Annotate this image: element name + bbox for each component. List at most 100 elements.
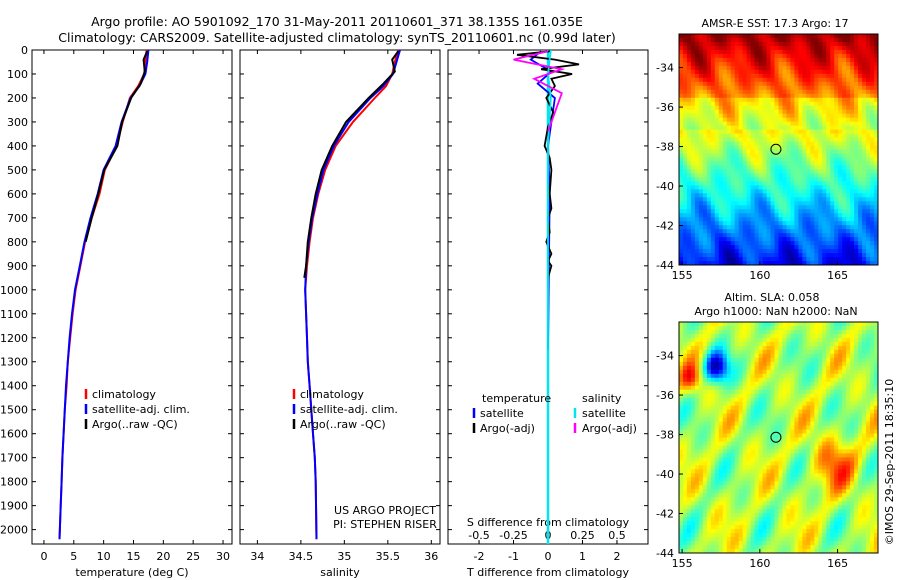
heatmap-cell xyxy=(762,329,768,335)
heatmap-cell xyxy=(782,145,788,151)
heatmap-cell xyxy=(774,533,780,538)
heatmap-cell xyxy=(746,81,752,87)
heatmap-cell xyxy=(746,253,752,258)
heatmap-cell xyxy=(858,34,863,39)
heatmap-cell xyxy=(718,57,724,63)
heatmap-cell xyxy=(790,93,796,99)
heatmap-cell xyxy=(858,45,863,51)
heatmap-cell xyxy=(810,217,815,222)
heatmap-cell xyxy=(782,177,788,182)
heatmap-cell xyxy=(738,497,744,502)
heatmap-cell xyxy=(726,245,732,250)
heatmap-cell xyxy=(726,393,732,399)
heatmap-cell xyxy=(730,245,736,250)
heatmap-cell xyxy=(854,237,859,242)
heatmap-cell xyxy=(850,65,855,71)
heatmap-cell xyxy=(710,545,716,550)
heatmap-cell xyxy=(706,261,712,265)
heatmap-cell xyxy=(782,409,788,415)
heatmap-cell xyxy=(770,221,776,226)
heatmap-cell xyxy=(846,81,851,87)
heatmap-cell xyxy=(870,109,875,115)
heatmap-cell xyxy=(858,137,863,143)
heatmap-cell xyxy=(786,453,792,459)
heatmap-cell xyxy=(706,101,712,107)
heatmap-cell xyxy=(746,457,752,462)
heatmap-cell xyxy=(742,413,748,419)
heatmap-cell xyxy=(810,153,815,159)
heatmap-cell xyxy=(850,73,855,79)
heatmap-cell xyxy=(858,129,863,135)
heatmap-cell xyxy=(866,77,871,83)
heatmap-cell xyxy=(778,34,784,39)
heatmap-cell xyxy=(802,322,807,327)
heatmap-cell xyxy=(790,322,796,327)
heatmap-cell xyxy=(762,509,768,514)
heatmap-cell xyxy=(838,201,843,206)
heatmap-cell xyxy=(846,173,851,178)
heatmap-cell xyxy=(742,89,748,95)
heatmap-cell xyxy=(806,157,811,163)
heatmap-cell xyxy=(746,493,752,498)
heatmap-cell xyxy=(866,205,871,210)
heatmap-cell xyxy=(710,453,716,459)
heatmap-cell xyxy=(710,81,716,87)
heatmap-cell xyxy=(758,345,764,351)
heatmap-cell xyxy=(698,249,704,254)
heatmap-cell xyxy=(746,425,752,431)
heatmap-cell xyxy=(766,233,772,238)
heatmap-cell xyxy=(702,189,708,194)
heatmap-cell xyxy=(742,545,748,550)
heatmap-cell xyxy=(742,425,748,431)
heatmap-cell xyxy=(850,257,855,262)
heatmap-cell xyxy=(679,381,684,387)
heatmap-cell xyxy=(822,141,827,147)
heatmap-cell xyxy=(702,429,708,435)
heatmap-cell xyxy=(722,41,728,47)
heatmap-cell xyxy=(830,73,835,79)
heatmap-cell xyxy=(790,81,796,87)
heatmap-cell xyxy=(814,217,819,222)
heatmap-cell xyxy=(702,101,708,107)
heatmap-cell xyxy=(774,221,780,226)
heatmap-cell xyxy=(726,473,732,478)
heatmap-cell xyxy=(798,441,803,447)
heatmap-cell xyxy=(774,209,780,214)
heatmap-cell xyxy=(698,121,704,127)
heatmap-cell xyxy=(778,69,784,75)
heatmap-cell xyxy=(706,401,712,407)
heatmap-cell xyxy=(822,145,827,151)
heatmap-cell xyxy=(714,481,720,486)
heatmap-cell xyxy=(690,201,696,206)
heatmap-cell xyxy=(730,173,736,178)
heatmap-cell xyxy=(702,105,708,111)
heatmap-cell xyxy=(778,361,784,367)
heatmap-cell xyxy=(718,381,724,387)
heatmap-cell xyxy=(802,169,807,174)
heatmap-cell xyxy=(806,69,811,75)
heatmap-cell xyxy=(694,85,700,91)
heatmap-cell xyxy=(746,129,752,135)
heatmap-cell xyxy=(786,433,792,439)
heatmap-cell xyxy=(790,453,796,459)
heatmap-cell xyxy=(698,169,704,174)
heatmap-cell xyxy=(742,197,748,202)
heatmap-cell xyxy=(718,189,724,194)
heatmap-cell xyxy=(814,101,819,107)
heatmap-cell xyxy=(722,481,728,486)
heatmap-cell xyxy=(738,481,744,486)
heatmap-cell xyxy=(682,121,688,127)
heatmap-cell xyxy=(758,253,764,258)
heatmap-cell xyxy=(686,161,692,167)
heatmap-cell xyxy=(754,229,760,234)
heatmap-cell xyxy=(778,101,784,107)
heatmap-cell xyxy=(870,61,875,67)
heatmap-cell xyxy=(679,121,684,127)
heatmap-cell xyxy=(694,73,700,79)
heatmap-cell xyxy=(734,173,740,178)
heatmap-cell xyxy=(714,125,720,131)
heatmap-cell xyxy=(810,145,815,151)
heatmap-cell xyxy=(718,485,724,490)
heatmap-cell xyxy=(774,93,780,99)
heatmap-cell xyxy=(798,49,803,55)
